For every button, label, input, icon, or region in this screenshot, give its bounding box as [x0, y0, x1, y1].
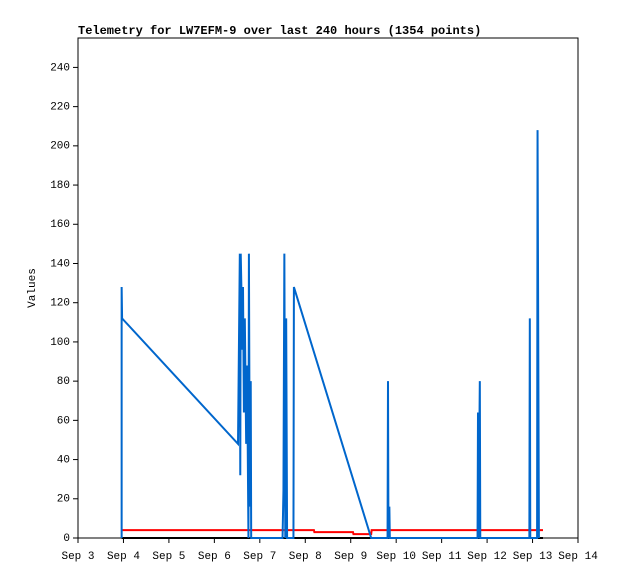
- y-tick-label: 200: [50, 141, 70, 153]
- y-tick-label: 220: [50, 102, 70, 114]
- y-axis-label: Values: [27, 268, 39, 308]
- y-tick-label: 20: [57, 494, 70, 506]
- y-tick-label: 180: [50, 180, 70, 192]
- series-line: [120, 130, 540, 539]
- x-tick-label: Sep 13: [513, 551, 553, 563]
- x-tick-label: Sep 8: [289, 551, 322, 563]
- x-tick-label: Sep 3: [61, 551, 94, 563]
- y-tick-label: 240: [50, 62, 70, 74]
- y-tick-label: 140: [50, 258, 70, 270]
- series-line: [121, 529, 543, 536]
- x-tick-label: Sep 11: [422, 551, 462, 563]
- x-tick-label: Sep 9: [334, 551, 367, 563]
- y-tick-label: 100: [50, 337, 70, 349]
- y-tick-label: 60: [57, 415, 70, 427]
- y-tick-label: 80: [57, 376, 70, 388]
- y-tick-label: 120: [50, 298, 70, 310]
- x-tick-label: Sep 4: [107, 551, 140, 563]
- y-tick-label: 160: [50, 219, 70, 231]
- x-tick-label: Sep 14: [558, 551, 598, 563]
- x-tick-label: Sep 12: [467, 551, 507, 563]
- chart-title: Telemetry for LW7EFM-9 over last 240 hou…: [78, 24, 481, 38]
- x-tick-label: Sep 5: [152, 551, 185, 563]
- y-tick-label: 0: [63, 533, 70, 545]
- x-tick-label: Sep 6: [198, 551, 231, 563]
- plot-frame: [77, 37, 579, 539]
- y-tick-label: 40: [57, 454, 70, 466]
- x-tick-label: Sep 7: [243, 551, 276, 563]
- x-tick-label: Sep 10: [376, 551, 416, 563]
